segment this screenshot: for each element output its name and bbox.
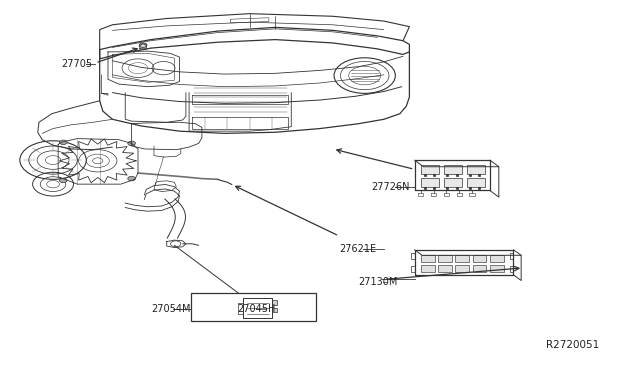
Circle shape: [128, 176, 136, 181]
Bar: [411, 253, 415, 259]
Circle shape: [140, 43, 147, 47]
Bar: [421, 165, 439, 174]
Bar: [444, 178, 462, 187]
Bar: [490, 265, 504, 272]
Bar: [509, 266, 513, 272]
Bar: [421, 178, 439, 187]
Text: R2720051: R2720051: [546, 340, 599, 350]
Bar: [272, 308, 277, 312]
Circle shape: [60, 178, 67, 183]
Bar: [421, 265, 435, 272]
Bar: [272, 300, 277, 305]
Circle shape: [60, 140, 67, 144]
Bar: [421, 256, 435, 262]
Bar: [490, 256, 504, 262]
Bar: [456, 265, 469, 272]
Bar: [509, 253, 513, 259]
Circle shape: [128, 141, 136, 145]
Bar: [456, 256, 469, 262]
Bar: [438, 256, 452, 262]
Bar: [444, 165, 462, 174]
Bar: [472, 265, 486, 272]
Bar: [411, 266, 415, 272]
Text: 27705: 27705: [61, 59, 93, 69]
Bar: [438, 265, 452, 272]
Bar: [467, 165, 485, 174]
Bar: [191, 294, 316, 321]
Text: 27726N: 27726N: [371, 182, 410, 192]
Bar: [472, 256, 486, 262]
Text: 27054M: 27054M: [151, 304, 190, 314]
Bar: [467, 178, 485, 187]
Text: 27621E: 27621E: [339, 244, 376, 254]
Text: 27130M: 27130M: [358, 278, 397, 287]
Text: 27045H: 27045H: [237, 304, 275, 314]
